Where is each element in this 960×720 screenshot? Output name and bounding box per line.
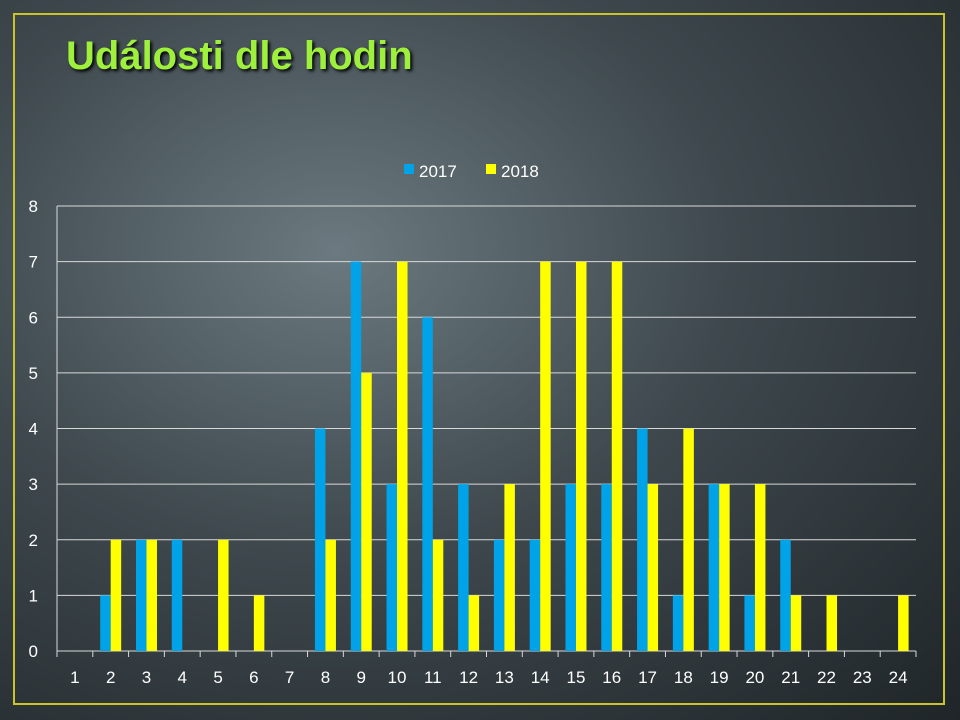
y-tick-label: 6 xyxy=(29,308,38,327)
slide-title: Události dle hodin xyxy=(66,34,413,78)
bars xyxy=(100,261,909,651)
bar-2017-11 xyxy=(422,317,433,651)
x-tick-label: 8 xyxy=(321,668,330,687)
legend: 2017 2018 xyxy=(404,162,539,181)
bar-2017-21 xyxy=(780,539,791,651)
bar-2018-16 xyxy=(611,261,623,651)
bar-2018-8 xyxy=(325,539,336,651)
x-tick-label: 15 xyxy=(567,668,586,687)
y-tick-label: 0 xyxy=(29,642,38,661)
legend-swatch-2017 xyxy=(404,164,414,174)
x-tick-label: 24 xyxy=(889,668,908,687)
bar-2018-2 xyxy=(110,539,122,651)
bar-2018-6 xyxy=(253,595,265,651)
y-tick-label: 3 xyxy=(29,475,38,494)
x-tick-label: 1 xyxy=(70,668,79,687)
x-tick-label: 6 xyxy=(249,668,258,687)
y-tick-label: 7 xyxy=(29,253,38,272)
bar-2017-20 xyxy=(744,595,755,651)
bar-2017-2 xyxy=(100,595,111,651)
x-tick-label: 5 xyxy=(213,668,222,687)
bar-2018-14 xyxy=(540,261,551,651)
bar-2018-11 xyxy=(432,539,444,651)
x-tick-label: 18 xyxy=(674,668,693,687)
x-tick-label: 22 xyxy=(817,668,836,687)
bar-2018-20 xyxy=(754,484,766,651)
bar-2018-19 xyxy=(719,484,730,651)
bar-2017-18 xyxy=(672,595,684,651)
x-tick-label: 9 xyxy=(356,668,365,687)
bar-2018-3 xyxy=(146,539,157,651)
y-axis-ticks: 0 1 2 3 4 5 6 7 8 xyxy=(29,197,38,661)
legend-swatch-2018 xyxy=(486,164,496,174)
bar-2017-3 xyxy=(135,539,147,651)
bar-2017-17 xyxy=(637,428,648,651)
bar-2017-14 xyxy=(529,539,541,651)
bar-2018-13 xyxy=(504,484,515,651)
x-tick-label: 10 xyxy=(388,668,407,687)
bar-2018-15 xyxy=(575,261,587,651)
bar-2017-16 xyxy=(601,484,612,651)
y-tick-label: 5 xyxy=(29,364,38,383)
bar-2018-18 xyxy=(683,428,694,651)
y-tick-label: 4 xyxy=(29,420,38,439)
bar-2018-17 xyxy=(647,484,659,651)
x-tick-label: 7 xyxy=(285,668,294,687)
y-tick-label: 8 xyxy=(29,197,38,216)
bar-2017-13 xyxy=(493,539,505,651)
y-tick-label: 1 xyxy=(29,586,38,605)
x-tick-label: 13 xyxy=(495,668,514,687)
slide-border xyxy=(13,13,945,705)
bar-2017-10 xyxy=(386,484,398,651)
x-tick-label: 21 xyxy=(781,668,800,687)
bar-2018-24 xyxy=(898,595,909,651)
x-tick-label: 4 xyxy=(178,668,187,687)
x-tick-label: 2 xyxy=(106,668,115,687)
x-tick-label: 19 xyxy=(710,668,729,687)
x-tick-label: 17 xyxy=(638,668,657,687)
legend-label-2017: 2017 xyxy=(419,162,457,181)
bar-2017-19 xyxy=(708,484,720,651)
x-tick-label: 3 xyxy=(142,668,151,687)
bar-2017-15 xyxy=(565,484,576,651)
x-tick-label: 23 xyxy=(853,668,872,687)
bar-2018-21 xyxy=(790,595,802,651)
x-tick-label: 14 xyxy=(531,668,550,687)
x-tick-label: 20 xyxy=(745,668,764,687)
bar-2017-4 xyxy=(171,539,183,651)
legend-label-2018: 2018 xyxy=(501,162,539,181)
y-tick-label: 2 xyxy=(29,531,38,550)
bar-2018-12 xyxy=(468,595,480,651)
x-axis-ticks: 1 2 3 4 5 6 7 8 9 10 11 12 13 14 15 16 17 18 19 20 21 22 23 24 xyxy=(70,668,907,687)
bar-2017-8 xyxy=(314,428,326,651)
x-tick-label: 11 xyxy=(424,668,442,687)
bar-2018-10 xyxy=(397,261,408,651)
x-tick-label: 16 xyxy=(602,668,621,687)
x-tick-label: 12 xyxy=(459,668,478,687)
axes xyxy=(56,206,917,657)
bar-2017-9 xyxy=(350,261,362,651)
bar-2018-9 xyxy=(361,372,372,651)
bar-2018-5 xyxy=(218,539,229,651)
bar-2018-22 xyxy=(826,595,838,651)
bar-2017-12 xyxy=(458,484,469,651)
